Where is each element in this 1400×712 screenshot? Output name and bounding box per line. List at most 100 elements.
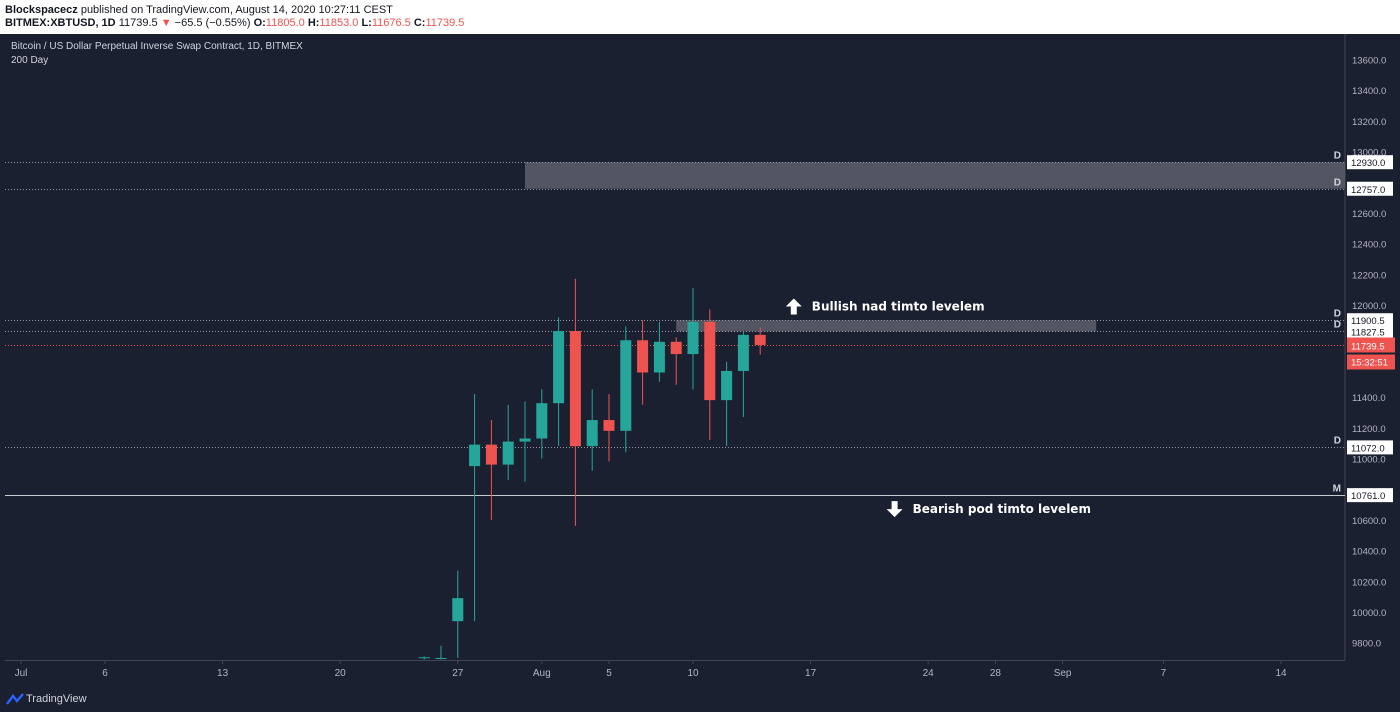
publish-header: Blockspacecz published on TradingView.co…	[0, 0, 1400, 34]
high-label: H:	[307, 17, 320, 29]
y-tick-label: 10000.0	[1352, 608, 1386, 619]
level-flag: D	[1334, 178, 1341, 189]
level-flag: D	[1334, 151, 1341, 162]
y-tick-label: 12000.0	[1352, 301, 1386, 312]
price-zone	[676, 320, 1097, 332]
annotation-text: Bullish nad timto levelem	[812, 299, 985, 313]
tradingview-logo-icon	[6, 693, 24, 705]
level-price-text: 12930.0	[1351, 158, 1385, 169]
x-tick-label: 7	[1161, 668, 1167, 679]
arrow-down-icon	[886, 501, 903, 518]
publish-text: published on TradingView.com, August 14,…	[77, 4, 393, 16]
current-price-text: 11739.5	[1351, 342, 1385, 353]
level-price-text: 10761.0	[1351, 491, 1385, 502]
level-price-box	[1347, 488, 1393, 503]
candle-body	[536, 403, 548, 439]
candle-body	[418, 657, 430, 659]
author-name[interactable]: Blockspacecz	[5, 4, 78, 16]
x-tick-label: 10	[687, 668, 699, 679]
y-tick-label: 11200.0	[1352, 424, 1386, 435]
candlestick-chart[interactable]: Bitcoin / US Dollar Perpetual Inverse Sw…	[5, 34, 1396, 686]
last-price: 11739.5	[118, 17, 158, 29]
tradingview-brand[interactable]: TradingView	[26, 693, 87, 705]
y-tick-label: 13000.0	[1352, 147, 1386, 158]
level-price-text: 11072.0	[1351, 443, 1385, 454]
level-flag: D	[1334, 309, 1341, 320]
level-price-box	[1347, 440, 1393, 455]
close-value: 11739.5	[425, 17, 465, 29]
x-tick-label: 13	[217, 668, 229, 679]
y-tick-label: 13200.0	[1352, 117, 1386, 128]
open-label: O:	[253, 17, 266, 29]
symbol-label: BITMEX:XBTUSD, 1D	[5, 17, 116, 29]
x-tick-label: Sep	[1054, 668, 1072, 679]
level-price-text: 12757.0	[1351, 185, 1385, 196]
level-price-label: 12930.0	[1347, 155, 1393, 170]
y-tick-label: 10400.0	[1352, 547, 1386, 558]
y-tick-label: 11000.0	[1352, 454, 1386, 465]
down-arrow-icon: ▼	[160, 17, 172, 29]
candle-body	[519, 438, 531, 442]
y-tick-label: 13600.0	[1352, 55, 1386, 66]
arrow-up-icon	[785, 298, 802, 315]
x-tick-label: 27	[452, 668, 464, 679]
x-tick-label: 6	[102, 668, 108, 679]
candle-body	[687, 321, 699, 355]
open-value: 11805.0	[265, 17, 305, 29]
candle-body	[704, 321, 716, 401]
x-tick-label: 17	[805, 668, 817, 679]
candle-body	[721, 370, 733, 401]
level-price-label: 10761.0	[1347, 488, 1393, 503]
x-tick-label: 5	[606, 668, 612, 679]
level-price-box	[1347, 155, 1393, 170]
level-price-text: 11900.5	[1351, 316, 1385, 327]
footer: TradingView	[0, 686, 1400, 712]
level-price-box	[1347, 313, 1393, 328]
price-zone	[525, 162, 1345, 189]
candle-body	[569, 331, 581, 447]
candle-body	[603, 420, 615, 431]
y-tick-label: 10600.0	[1352, 516, 1386, 527]
candle-body	[754, 334, 766, 345]
level-price-label: 11072.0	[1347, 440, 1393, 455]
candle-body	[469, 444, 481, 467]
y-tick-label: 13400.0	[1352, 86, 1386, 97]
candle-body	[586, 420, 598, 447]
y-tick-label: 9800.0	[1352, 639, 1381, 650]
candle-body	[452, 598, 464, 622]
price-change: −65.5 (−0.55%)	[174, 17, 251, 29]
level-price-label: 11900.5	[1347, 313, 1393, 328]
bullish-annotation: Bullish nad timto levelem	[785, 298, 985, 315]
candle-body	[502, 441, 514, 465]
level-price-box	[1347, 324, 1393, 339]
level-flag: D	[1334, 320, 1341, 331]
close-label: C:	[413, 17, 426, 29]
x-tick-label: 24	[923, 668, 935, 679]
candle-body	[737, 334, 749, 371]
indicator-label: 200 Day	[11, 55, 48, 66]
level-price-text: 11827.5	[1351, 327, 1385, 338]
high-value: 11853.0	[319, 17, 359, 29]
x-tick-label: 20	[335, 668, 347, 679]
level-price-label: 11827.5	[1347, 324, 1393, 339]
countdown-box	[1347, 354, 1395, 370]
candle-body	[670, 341, 682, 355]
y-tick-label: 12200.0	[1352, 270, 1386, 281]
chart-area[interactable]: Bitcoin / US Dollar Perpetual Inverse Sw…	[5, 34, 1396, 686]
candle-body	[653, 341, 665, 373]
chart-background	[5, 34, 1396, 686]
y-tick-label: 12600.0	[1352, 209, 1386, 220]
current-price-label: 11739.5 15:32:51	[1347, 337, 1395, 370]
level-price-label: 12757.0	[1347, 181, 1393, 196]
countdown-text: 15:32:51	[1351, 358, 1388, 369]
y-tick-label: 11400.0	[1352, 393, 1386, 404]
bearish-annotation: Bearish pod timto levelem	[886, 501, 1091, 518]
candle-body	[620, 340, 632, 431]
candle-body	[553, 331, 565, 404]
level-flag: D	[1334, 436, 1341, 447]
x-tick-label: 14	[1275, 668, 1287, 679]
x-tick-label: Aug	[533, 668, 551, 679]
low-label: L:	[361, 17, 372, 29]
candle-body	[485, 444, 497, 465]
current-price-box	[1347, 337, 1395, 353]
